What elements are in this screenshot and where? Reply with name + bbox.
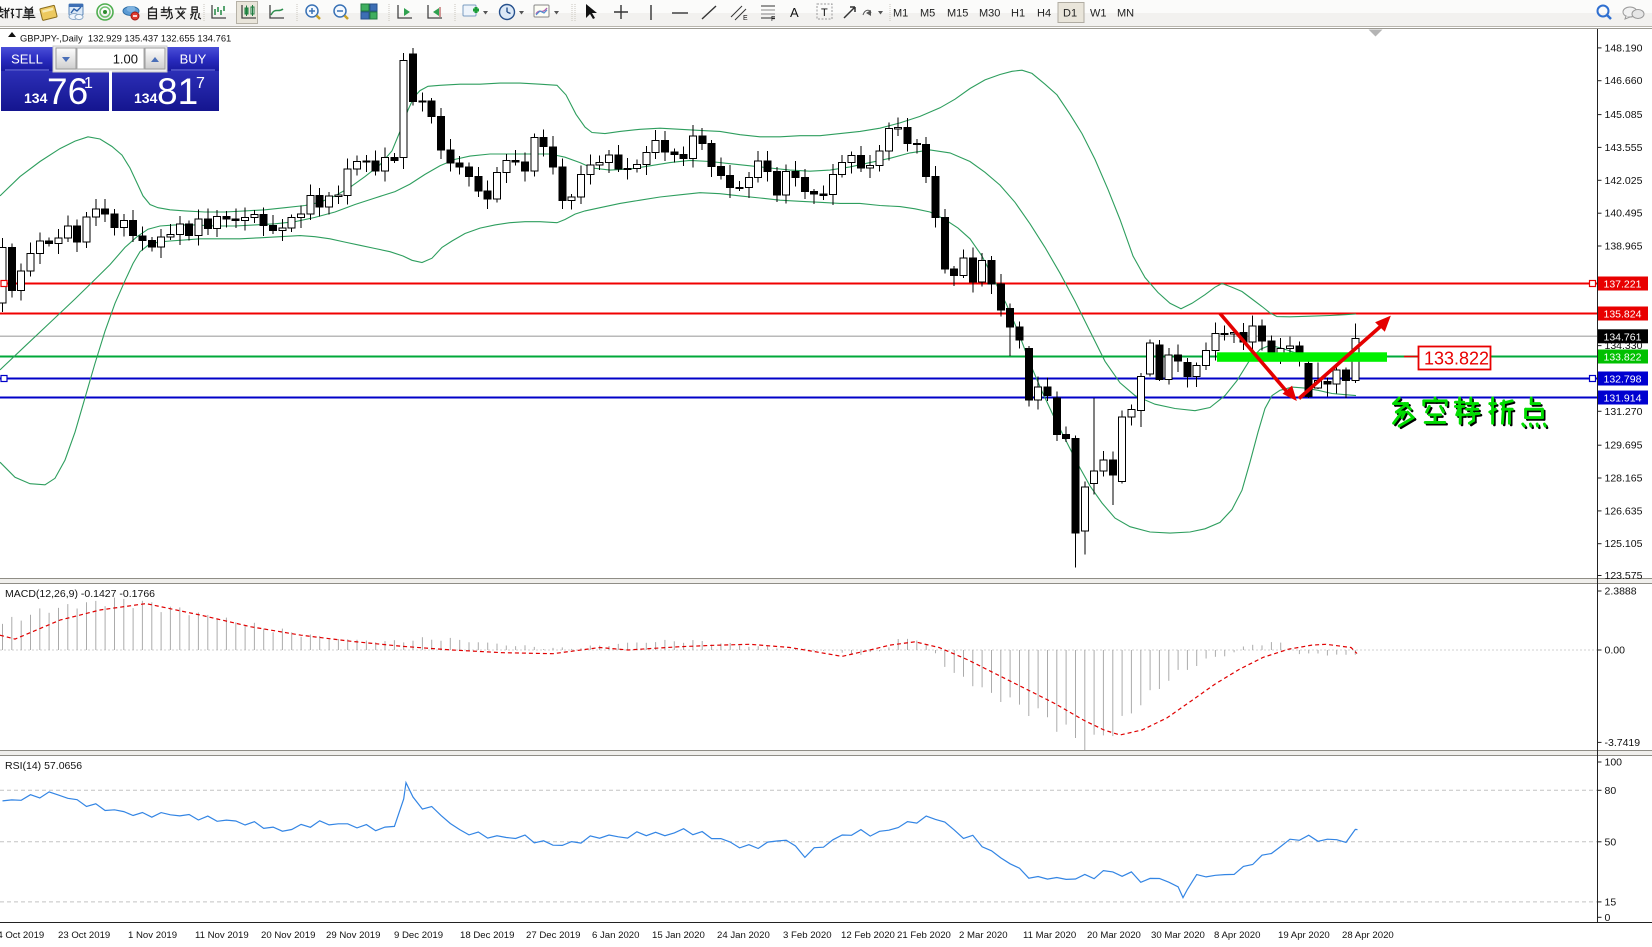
- svg-text:30 Mar 2020: 30 Mar 2020: [1151, 930, 1205, 941]
- svg-text:15 Jan 2020: 15 Jan 2020: [652, 930, 705, 941]
- svg-text:140.495: 140.495: [1605, 208, 1643, 220]
- svg-text:A: A: [790, 5, 799, 20]
- svg-text:2.3888: 2.3888: [1605, 586, 1637, 598]
- svg-text:BUY: BUY: [180, 52, 207, 67]
- svg-text:27 Dec 2019: 27 Dec 2019: [526, 930, 580, 941]
- svg-text:D1: D1: [1063, 8, 1077, 20]
- svg-text:M30: M30: [979, 8, 1000, 20]
- svg-text:80: 80: [1605, 785, 1617, 797]
- svg-text:142.025: 142.025: [1605, 175, 1643, 187]
- svg-text:H1: H1: [1011, 8, 1025, 20]
- svg-text:145.085: 145.085: [1605, 109, 1643, 121]
- svg-text:3 Feb 2020: 3 Feb 2020: [783, 930, 832, 941]
- svg-text:12 Feb 2020: 12 Feb 2020: [841, 930, 895, 941]
- svg-text:129.695: 129.695: [1605, 440, 1643, 452]
- svg-text:21 Feb 2020: 21 Feb 2020: [897, 930, 951, 941]
- svg-text:7: 7: [196, 75, 205, 92]
- svg-text:146.660: 146.660: [1605, 75, 1643, 87]
- svg-text:MN: MN: [1117, 8, 1134, 20]
- svg-text:15: 15: [1605, 896, 1617, 908]
- svg-text:143.555: 143.555: [1605, 142, 1643, 154]
- svg-text:T: T: [821, 7, 828, 19]
- svg-text:138.965: 138.965: [1605, 241, 1643, 253]
- svg-text:11 Nov 2019: 11 Nov 2019: [195, 930, 249, 941]
- svg-text:M15: M15: [947, 8, 968, 20]
- svg-text:14 Oct 2019: 14 Oct 2019: [0, 930, 44, 941]
- svg-text:9 Dec 2019: 9 Dec 2019: [394, 930, 443, 941]
- svg-text:19 Apr 2020: 19 Apr 2020: [1278, 930, 1330, 941]
- svg-text:8 Apr 2020: 8 Apr 2020: [1214, 930, 1260, 941]
- svg-text:E: E: [743, 15, 748, 22]
- svg-text:133.822: 133.822: [1604, 352, 1642, 364]
- svg-text:0.00: 0.00: [1605, 645, 1626, 657]
- svg-text:133.822: 133.822: [1424, 349, 1489, 369]
- svg-text:0: 0: [1605, 912, 1611, 924]
- svg-text:128.165: 128.165: [1605, 473, 1643, 485]
- svg-text:137.221: 137.221: [1604, 279, 1642, 291]
- svg-text:23 Oct 2019: 23 Oct 2019: [58, 930, 110, 941]
- svg-text:24 Jan 2020: 24 Jan 2020: [717, 930, 770, 941]
- svg-text:123.575: 123.575: [1605, 570, 1643, 582]
- svg-text:M1: M1: [893, 8, 908, 20]
- svg-text:M5: M5: [920, 8, 935, 20]
- svg-text:2 Mar 2020: 2 Mar 2020: [959, 930, 1008, 941]
- svg-text:134: 134: [24, 90, 48, 106]
- svg-text:20 Mar 2020: 20 Mar 2020: [1087, 930, 1141, 941]
- svg-text:F: F: [771, 16, 775, 23]
- svg-text:100: 100: [1605, 757, 1623, 769]
- svg-text:1.00: 1.00: [113, 52, 138, 67]
- svg-text:MACD(12,26,9) -0.1427 -0.1766: MACD(12,26,9) -0.1427 -0.1766: [5, 588, 155, 600]
- svg-text:GBPJPY-,Daily 132.929 135.437: GBPJPY-,Daily 132.929 135.437 132.655 13…: [20, 33, 231, 44]
- svg-text:131.914: 131.914: [1604, 393, 1642, 405]
- svg-text:11 Mar 2020: 11 Mar 2020: [1023, 930, 1076, 941]
- svg-text:1: 1: [84, 75, 93, 92]
- svg-text:18 Dec 2019: 18 Dec 2019: [460, 930, 514, 941]
- svg-text:29 Nov 2019: 29 Nov 2019: [326, 930, 380, 941]
- svg-text:20 Nov 2019: 20 Nov 2019: [261, 930, 315, 941]
- svg-text:W1: W1: [1090, 8, 1107, 20]
- svg-text:76: 76: [47, 71, 88, 112]
- svg-text:81: 81: [157, 71, 198, 112]
- svg-text:6 Jan 2020: 6 Jan 2020: [592, 930, 639, 941]
- svg-text:132.798: 132.798: [1604, 374, 1642, 386]
- svg-text:50: 50: [1605, 836, 1617, 848]
- svg-text:134.761: 134.761: [1604, 331, 1642, 343]
- svg-text:125.105: 125.105: [1605, 538, 1643, 550]
- svg-text:126.635: 126.635: [1605, 505, 1643, 517]
- svg-text:134: 134: [134, 90, 158, 106]
- svg-text:RSI(14) 57.0656: RSI(14) 57.0656: [5, 760, 82, 772]
- svg-text:1 Nov 2019: 1 Nov 2019: [128, 930, 177, 941]
- svg-text:SELL: SELL: [11, 52, 43, 67]
- svg-text:28 Apr 2020: 28 Apr 2020: [1342, 930, 1394, 941]
- svg-text:131.270: 131.270: [1605, 406, 1643, 418]
- svg-text:H4: H4: [1037, 8, 1051, 20]
- svg-text:148.190: 148.190: [1605, 42, 1643, 54]
- svg-text:135.824: 135.824: [1604, 309, 1642, 321]
- svg-text:-3.7419: -3.7419: [1605, 737, 1641, 749]
